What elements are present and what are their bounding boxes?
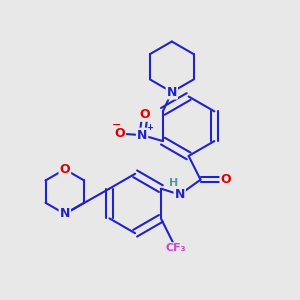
Text: O: O — [59, 163, 70, 176]
Text: O: O — [115, 127, 125, 140]
Text: −: − — [112, 120, 121, 130]
Text: N: N — [137, 129, 147, 142]
Text: N: N — [175, 188, 185, 201]
Text: N: N — [167, 85, 177, 98]
Text: O: O — [220, 173, 231, 186]
Text: CF₃: CF₃ — [166, 243, 186, 253]
Text: O: O — [140, 108, 150, 121]
Text: N: N — [60, 207, 70, 220]
Text: +: + — [147, 123, 154, 132]
Text: H: H — [169, 178, 178, 188]
